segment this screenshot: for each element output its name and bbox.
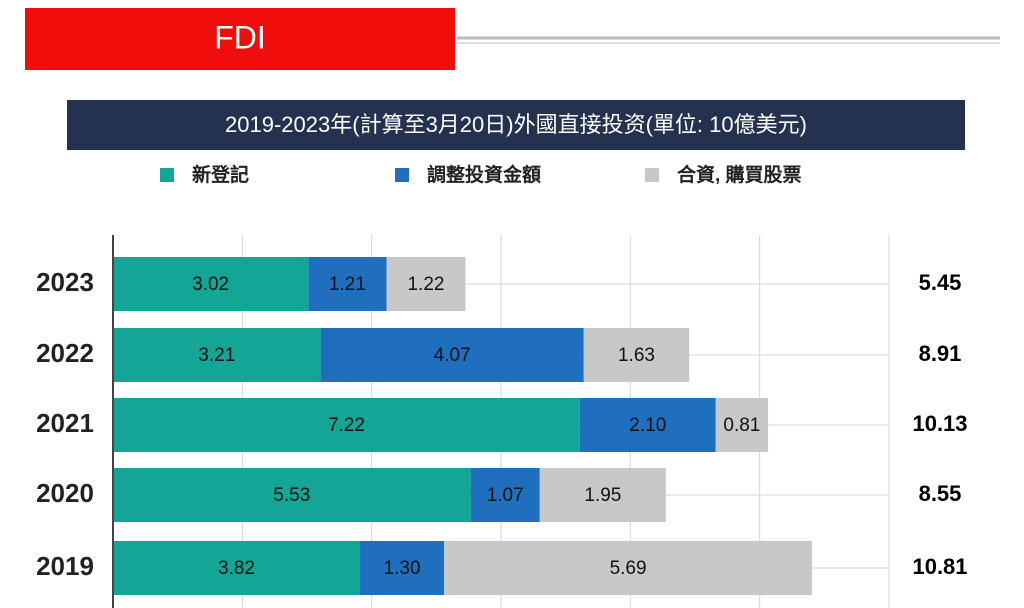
total-label: 5.45: [919, 270, 962, 295]
y-tick-label: 2022: [36, 338, 94, 368]
data-label: 1.95: [584, 485, 621, 506]
bar-segment: [320, 328, 584, 382]
bar-segment: [113, 398, 580, 452]
legend-label: 合資, 購買股票: [677, 163, 802, 186]
bar-segment: [470, 468, 540, 522]
bar-segment: [113, 468, 471, 522]
bar-segment: [539, 468, 666, 522]
y-tick-label: 2021: [36, 408, 94, 438]
data-label: 1.22: [407, 274, 444, 295]
data-label: 3.02: [192, 274, 229, 295]
header-banner: [25, 8, 455, 70]
total-label: 10.81: [912, 554, 967, 579]
legend-label: 調整投資金額: [427, 163, 541, 186]
bar-segment: [583, 328, 690, 382]
y-tick-label: 2020: [36, 478, 94, 508]
total-label: 8.55: [919, 481, 962, 506]
bar-segment: [113, 541, 361, 595]
title-box: [67, 100, 965, 150]
bar-segment: [308, 257, 387, 311]
data-label: 7.22: [328, 415, 365, 436]
chart-title: 2019-2023年(計算至3月20日)外國直接投资(單位: 10億美元): [225, 112, 807, 137]
data-label: 4.07: [434, 345, 471, 366]
bar-segment: [360, 541, 445, 595]
bar-segment: [113, 257, 309, 311]
y-tick-label: 2019: [36, 551, 94, 581]
total-label: 10.13: [912, 411, 967, 436]
bar-segment: [579, 398, 716, 452]
y-tick-label: 2023: [36, 267, 94, 297]
total-label: 8.91: [919, 341, 962, 366]
bar-segment: [113, 328, 321, 382]
bar-segment: [444, 541, 813, 595]
data-label: 1.21: [329, 274, 366, 295]
legend-label: 新登記: [192, 163, 249, 186]
data-label: 2.10: [629, 415, 666, 436]
data-label: 5.69: [610, 558, 647, 579]
bar-segment: [386, 257, 466, 311]
bar-segment: [715, 398, 769, 452]
data-label: 1.30: [384, 558, 421, 579]
legend-swatch: [160, 168, 174, 182]
legend-swatch: [645, 168, 659, 182]
data-label: 1.07: [487, 485, 524, 506]
legend-swatch: [395, 168, 409, 182]
data-label: 3.82: [218, 558, 255, 579]
data-label: 5.53: [273, 485, 310, 506]
data-label: 1.63: [618, 345, 655, 366]
header-title: FDI: [214, 19, 266, 55]
data-label: 3.21: [198, 345, 235, 366]
data-label: 0.81: [723, 415, 760, 436]
